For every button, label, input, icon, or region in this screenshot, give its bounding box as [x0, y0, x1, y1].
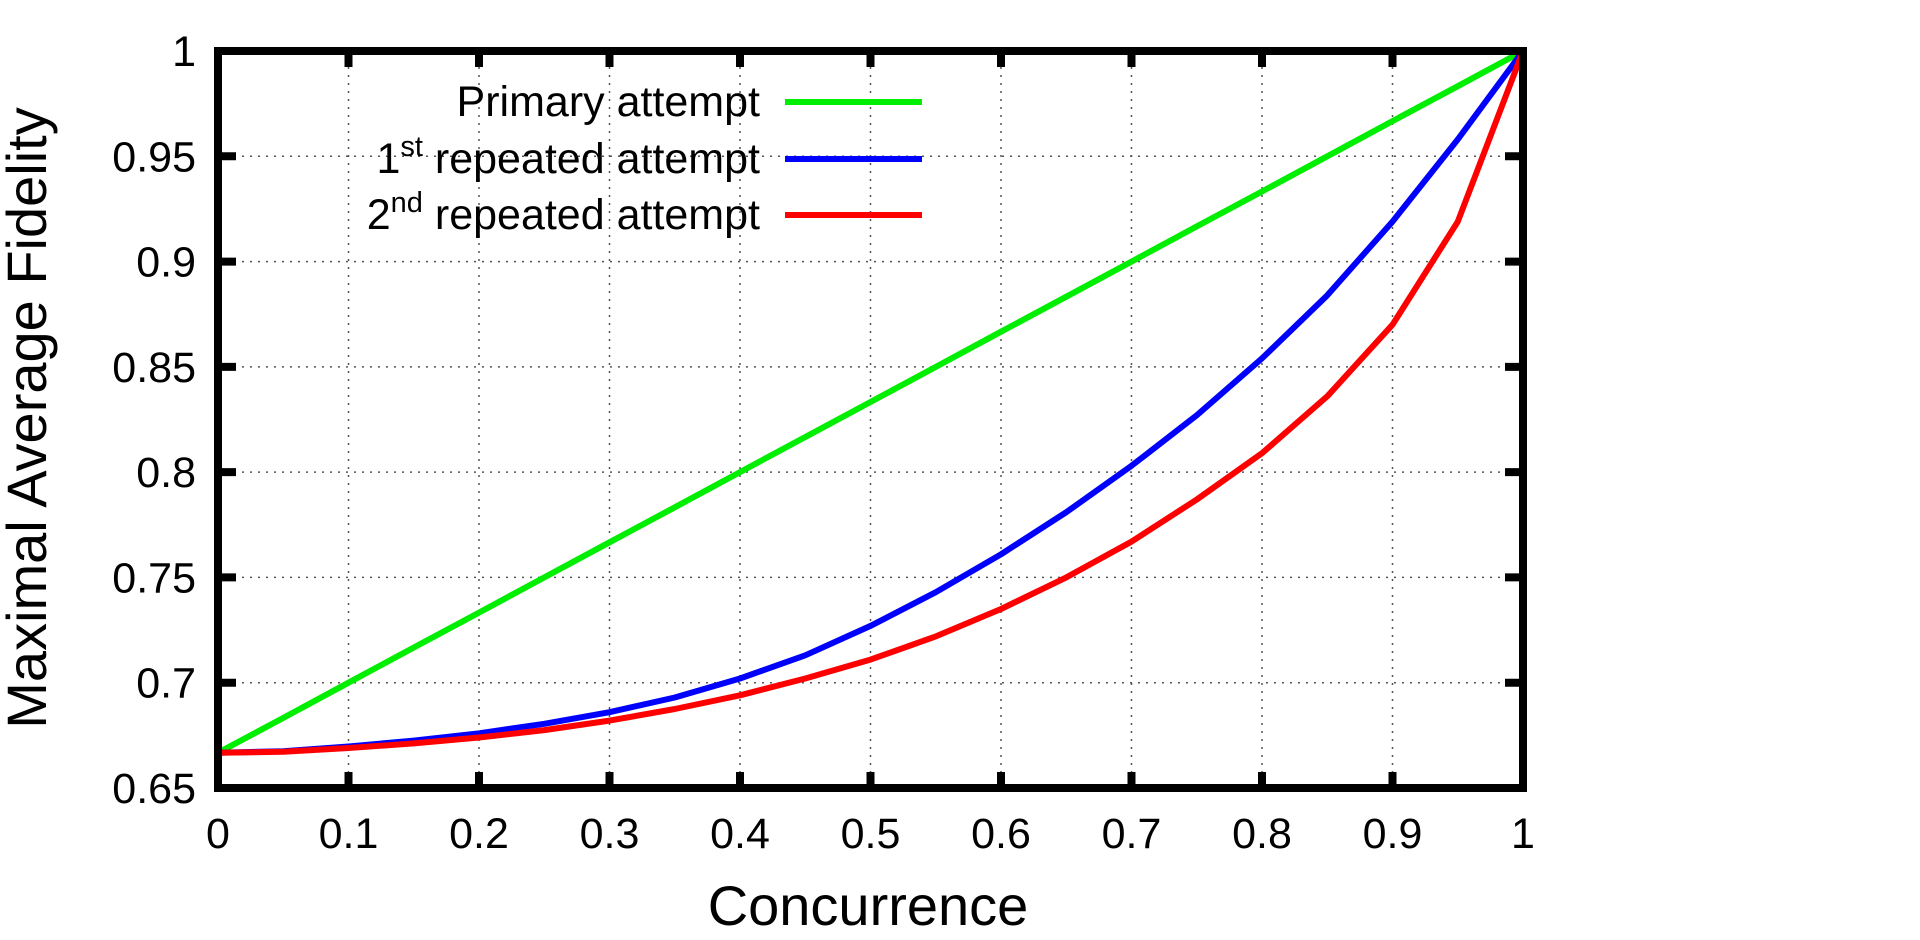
series-line-2	[215, 48, 1526, 756]
x-tick-label: 0.2	[449, 810, 509, 858]
x-tick-label: 0.7	[1102, 810, 1162, 858]
x-tick-label: 0	[206, 810, 230, 858]
y-tick-label: 0.8	[136, 449, 196, 497]
y-axis-title: Maximal Average Fidelity	[0, 107, 58, 728]
y-tick-label: 0.7	[136, 660, 196, 708]
series-line-3	[215, 48, 1526, 756]
x-tick-label: 0.5	[841, 810, 901, 858]
series-layer	[215, 48, 1526, 756]
x-tick-label: 0.8	[1232, 810, 1292, 858]
y-tick-label: 0.65	[112, 765, 196, 813]
y-tick-label: 0.85	[112, 344, 196, 392]
series-line-1	[215, 48, 1526, 756]
legend-label-1: Primary attempt	[457, 78, 761, 126]
x-tick-label: 0.4	[710, 810, 770, 858]
x-tick-label: 1	[1511, 810, 1535, 858]
x-axis-title: Concurrence	[708, 874, 1029, 937]
x-tick-label: 0.9	[1363, 810, 1423, 858]
grid	[218, 51, 1523, 788]
y-tick-label: 1	[172, 28, 196, 76]
tick-labels: 0 0.1 0.2 0.3 0.4 0.5 0.6 0.7 0.8 0.9 1 0.65 0.7 0.75…	[112, 28, 1535, 858]
x-tick-label: 0.6	[971, 810, 1031, 858]
y-tick-label: 0.95	[112, 133, 196, 181]
y-tick-label: 0.9	[136, 239, 196, 287]
x-tick-label: 0.3	[580, 810, 640, 858]
legend-label-3: 2nd repeated attempt	[367, 187, 760, 239]
x-tick-label: 0.1	[319, 810, 379, 858]
legend-label-2: 1st repeated attempt	[376, 131, 760, 183]
y-tick-label: 0.75	[112, 554, 196, 602]
ticks	[214, 47, 1527, 792]
